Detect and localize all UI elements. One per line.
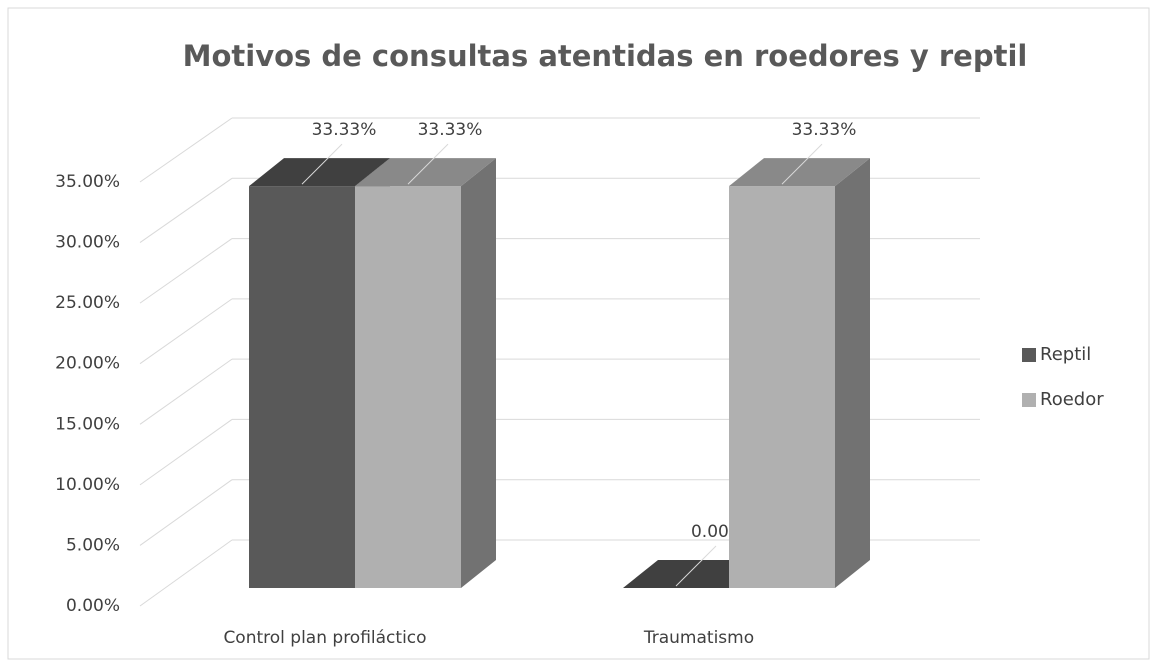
data-label: 33.33% xyxy=(792,120,857,140)
label-leader xyxy=(675,545,717,587)
bar-top xyxy=(729,158,870,187)
legend-swatch xyxy=(1022,348,1036,362)
bar-side xyxy=(461,158,496,588)
bar-top xyxy=(249,158,390,187)
x-tick-label: Control plan profiláctico xyxy=(223,628,426,648)
y-tick-label: 5.00% xyxy=(66,535,120,555)
grid-line xyxy=(139,539,233,607)
chart-border xyxy=(7,7,1150,660)
y-tick-label: 25.00% xyxy=(55,293,120,313)
y-tick-label: 35.00% xyxy=(55,172,120,192)
bar-front xyxy=(355,186,461,588)
bar-front xyxy=(249,186,355,588)
data-label: 33.33% xyxy=(418,120,483,140)
bar-side xyxy=(835,158,870,588)
bar-top xyxy=(355,158,496,187)
bar xyxy=(729,158,870,588)
grid-line xyxy=(139,177,233,243)
grid-line xyxy=(139,419,233,486)
y-tick-label: 15.00% xyxy=(55,414,120,434)
grid-line xyxy=(139,238,233,304)
data-label: 33.33% xyxy=(312,120,377,140)
label-leader xyxy=(301,143,343,185)
y-tick-label: 30.00% xyxy=(55,233,120,253)
bar xyxy=(623,560,764,588)
bar-top xyxy=(623,560,764,588)
grid-line xyxy=(139,358,233,425)
bar-front xyxy=(729,186,835,588)
bar xyxy=(355,158,496,588)
label-leader xyxy=(407,143,449,185)
x-tick-label: Traumatismo xyxy=(643,628,754,648)
grid-line xyxy=(139,479,233,546)
grid-line xyxy=(139,117,233,183)
legend-label: Reptil xyxy=(1040,344,1091,365)
y-tick-label: 20.00% xyxy=(55,354,120,374)
y-tick-label: 0.00% xyxy=(66,596,120,616)
y-tick-label: 10.00% xyxy=(55,475,120,495)
chart-title: Motivos de consultas atentidas en roedor… xyxy=(183,39,1028,73)
legend-label: Roedor xyxy=(1040,389,1104,410)
grid-line xyxy=(139,298,233,365)
label-leader xyxy=(781,143,823,185)
legend-swatch xyxy=(1022,393,1036,407)
